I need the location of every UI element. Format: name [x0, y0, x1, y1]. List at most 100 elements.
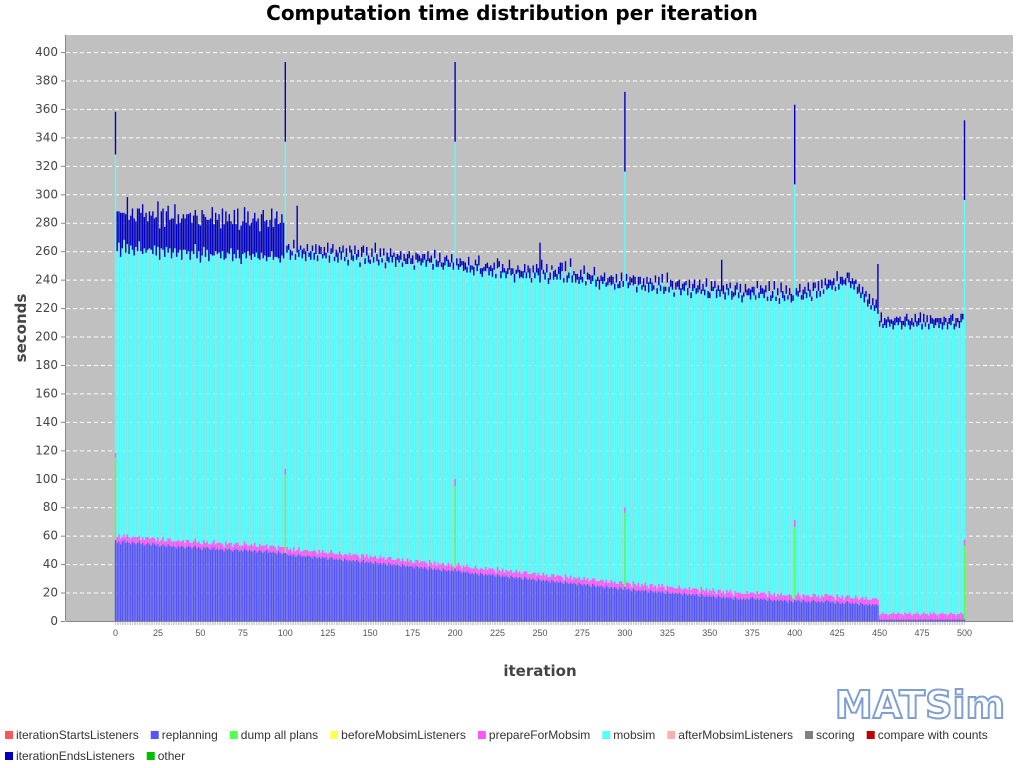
bar-segment-iterationEndsListeners: [512, 268, 514, 274]
bar-segment-prepareForMobsim: [449, 565, 451, 572]
bar-segment-replanning: [814, 601, 816, 621]
bar-segment-replanning: [150, 545, 152, 621]
bar-iteration-468: [909, 320, 911, 621]
bar-segment-iterationEndsListeners: [366, 246, 368, 256]
bar-segment-replanning: [291, 555, 293, 621]
bar-segment-replanning: [911, 619, 913, 621]
bar-segment-mobsim: [877, 313, 879, 600]
bar-segment-replanning: [471, 572, 473, 621]
bar-segment-replanning: [287, 555, 290, 621]
bar-segment-mobsim: [861, 293, 864, 597]
bar-segment-prepareForMobsim: [486, 569, 489, 576]
bar-segment-replanning: [904, 619, 906, 621]
bar-segment-iterationEndsListeners: [174, 204, 176, 249]
bar-segment-prepareForMobsim: [198, 541, 200, 548]
bar-segment-mobsim: [203, 246, 205, 540]
bar-segment-iterationEndsListeners: [873, 305, 876, 311]
bar-segment-replanning: [449, 571, 451, 621]
bar-segment-iterationEndsListeners: [493, 262, 495, 270]
bar-segment-replanning: [688, 593, 691, 621]
bar-segment-replanning: [486, 575, 489, 621]
bar-segment-replanning: [571, 584, 573, 621]
bar-segment-mobsim: [277, 258, 280, 546]
bar-segment-prepareForMobsim: [434, 561, 436, 569]
bar-segment-mobsim: [829, 285, 832, 596]
y-tick-label: 300: [35, 187, 58, 201]
bar-segment-iterationEndsListeners: [746, 289, 748, 296]
bar-segment-iterationEndsListeners: [773, 281, 776, 290]
bar-segment-replanning: [332, 558, 334, 621]
bar-iteration-131: [337, 252, 339, 621]
bar-segment-replanning: [734, 596, 736, 621]
bar-segment-prepareForMobsim: [838, 596, 840, 603]
bar-segment-replanning: [770, 599, 772, 621]
bar-segment-iterationEndsListeners: [685, 281, 687, 286]
bar-segment-iterationEndsListeners: [615, 273, 618, 283]
bar-iteration-251: [540, 259, 543, 621]
bar-segment-mobsim: [145, 252, 147, 538]
bar-segment-prepareForMobsim: [442, 562, 444, 569]
bar-segment-replanning: [634, 589, 636, 621]
bar-segment-mobsim: [242, 254, 244, 546]
bar-segment-prepareForMobsim: [875, 598, 877, 604]
bar-iteration-287: [602, 276, 604, 621]
bar-iteration-172: [406, 254, 409, 621]
bar-iteration-472: [916, 320, 918, 621]
bar-segment-iterationEndsListeners: [420, 258, 422, 266]
bar-segment-prepareForMobsim: [364, 556, 366, 563]
bar-segment-replanning: [505, 575, 507, 621]
bar-segment-prepareForMobsim: [934, 613, 937, 620]
bar-segment-prepareForMobsim: [878, 615, 881, 620]
bar-segment-replanning: [247, 551, 249, 621]
bar-segment-replanning: [374, 561, 376, 621]
bar-iteration-381: [761, 288, 764, 621]
bar-segment-prepareForMobsim: [214, 544, 217, 550]
bar-segment-iterationEndsListeners: [839, 276, 842, 284]
bar-segment-iterationEndsListeners: [394, 256, 397, 267]
bar-segment-replanning: [605, 585, 607, 621]
bar-segment-replanning: [362, 559, 365, 621]
bar-segment-replanning: [955, 619, 957, 621]
bar-segment-iterationEndsListeners: [500, 271, 502, 279]
bar-segment-iterationEndsListeners: [308, 252, 310, 257]
bar-segment-prepareForMobsim: [800, 598, 803, 603]
bar-iteration-208: [467, 256, 470, 621]
bar-segment-replanning: [653, 592, 655, 621]
bar-iteration-175: [411, 255, 414, 621]
bar-segment-prepareForMobsim: [714, 591, 716, 597]
bar-segment-iterationEndsListeners: [760, 285, 762, 294]
bar-segment-iterationEndsListeners: [566, 275, 568, 283]
bar-segment-iterationEndsListeners: [929, 315, 932, 324]
bar-segment-iterationEndsListeners: [834, 286, 837, 292]
bar-segment-iterationEndsListeners: [483, 266, 485, 272]
bar-segment-mobsim: [676, 286, 679, 589]
bar-segment-iterationEndsListeners: [143, 217, 146, 249]
bar-segment-mobsim: [911, 325, 913, 616]
bar-segment-mobsim: [347, 265, 349, 556]
bar-segment-iterationEndsListeners: [179, 222, 181, 250]
bar-segment-prepareForMobsim: [478, 569, 480, 576]
bar-iteration-197: [449, 262, 451, 621]
bar-segment-iterationEndsListeners: [875, 299, 877, 309]
bar-segment-iterationEndsListeners: [554, 269, 556, 277]
bar-segment-iterationEndsListeners: [727, 288, 730, 296]
bar-segment-replanning: [155, 545, 157, 621]
legend-label: mobsim: [613, 728, 655, 742]
bar-segment-iterationEndsListeners: [310, 251, 312, 260]
bar-iteration-37: [177, 214, 180, 621]
bar-segment-replanning: [586, 584, 589, 621]
bar-segment-prepareForMobsim: [890, 613, 893, 620]
bar-segment-replanning: [118, 541, 120, 621]
bar-segment-replanning: [410, 565, 412, 621]
bar-segment-iterationEndsListeners: [790, 293, 793, 303]
bar-segment-iterationEndsListeners: [542, 269, 545, 274]
bar-segment-replanning: [797, 599, 799, 621]
bar-segment-iterationEndsListeners: [279, 222, 281, 263]
bar-segment-prepareForMobsim: [751, 592, 753, 597]
bar-iteration-45: [191, 222, 193, 621]
bar-segment-iterationEndsListeners: [877, 263, 879, 314]
bar-iteration-390: [777, 288, 779, 621]
bar-segment-prepareForMobsim: [141, 537, 144, 543]
bar-segment-prepareForMobsim: [844, 596, 847, 603]
bar-segment-prepareForMobsim: [719, 589, 721, 597]
